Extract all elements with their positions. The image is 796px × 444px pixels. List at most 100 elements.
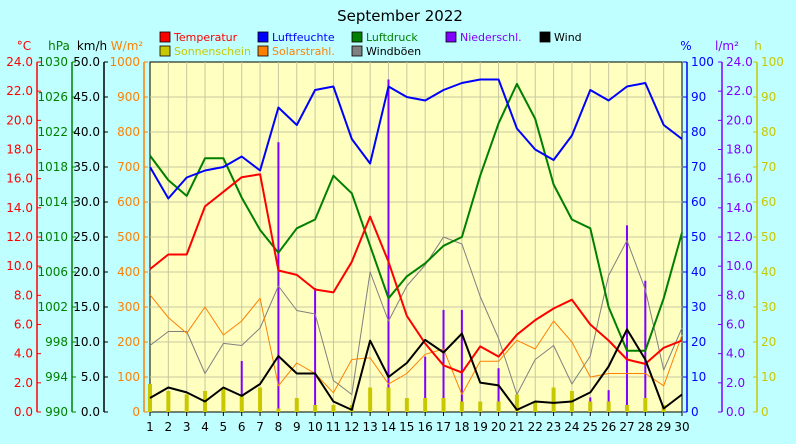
- y-tick-label-rain: 20.0: [726, 113, 753, 127]
- y-tick-label-solar: 1000: [109, 55, 140, 69]
- y-tick-label-hum: 10: [691, 370, 706, 384]
- x-tick-label: 19: [473, 420, 488, 434]
- y-tick-label-press: 1026: [37, 90, 68, 104]
- x-tick-label: 24: [564, 420, 579, 434]
- bar-niederschl: [314, 288, 317, 412]
- y-tick-label-sun: 30: [761, 300, 776, 314]
- y-tick-label-wind: 35.0: [73, 160, 100, 174]
- y-tick-label-press: 1014: [37, 195, 68, 209]
- legend-label: Windböen: [366, 45, 421, 58]
- bar-sonnenschein: [368, 387, 373, 412]
- legend-swatch: [351, 45, 363, 57]
- y-tick-label-rain: 2.0: [726, 376, 745, 390]
- bar-sonnenschein: [514, 394, 519, 412]
- y-tick-label-solar: 200: [117, 335, 140, 349]
- x-tick-label: 30: [674, 420, 689, 434]
- axis-unit-wind: km/h: [77, 39, 107, 53]
- y-tick-label-hum: 20: [691, 335, 706, 349]
- y-tick-label-wind: 10.0: [73, 335, 100, 349]
- y-tick-label-temp: 4.0: [14, 347, 33, 361]
- legend-label: Temperatur: [173, 31, 238, 44]
- y-tick-label-temp: 14.0: [6, 201, 33, 215]
- bar-sonnenschein: [331, 405, 336, 412]
- axis-unit-press: hPa: [48, 39, 70, 53]
- y-tick-label-rain: 4.0: [726, 347, 745, 361]
- bar-sonnenschein: [276, 408, 281, 412]
- x-tick-label: 26: [601, 420, 616, 434]
- axes: 0.0 2.0 4.0 6.0 8.0 10.0 12.0 14.0 16.0 18.0 20.0 2…: [6, 55, 784, 419]
- y-tick-label-solar: 100: [117, 370, 140, 384]
- bar-sonnenschein: [606, 401, 611, 412]
- legend-label: Luftfeuchte: [272, 31, 335, 44]
- legend-swatch: [257, 45, 269, 57]
- y-tick-label-sun: 100: [761, 55, 784, 69]
- line-luftfeuchte: [149, 78, 683, 200]
- y-tick-label-press: 1022: [37, 125, 68, 139]
- y-tick-label-press: 1006: [37, 265, 68, 279]
- y-tick-label-solar: 900: [117, 90, 140, 104]
- y-tick-label-rain: 6.0: [726, 318, 745, 332]
- y-tick-label-press: 1002: [37, 300, 68, 314]
- legend-swatch: [257, 31, 269, 43]
- legend-label: Solarstrahl.: [272, 45, 335, 58]
- y-tick-label-solar: 400: [117, 265, 140, 279]
- y-tick-label-temp: 24.0: [6, 55, 33, 69]
- bar-sonnenschein: [624, 405, 629, 412]
- y-tick-label-rain: 14.0: [726, 201, 753, 215]
- y-tick-label-temp: 18.0: [6, 143, 33, 157]
- x-tick-label: 13: [362, 420, 377, 434]
- legend-label: Wind: [554, 31, 582, 44]
- y-tick-label-sun: 80: [761, 125, 776, 139]
- x-tick-label: 22: [528, 420, 543, 434]
- legend-swatch: [539, 31, 551, 43]
- y-tick-label-hum: 90: [691, 90, 706, 104]
- bar-niederschl: [387, 79, 390, 412]
- y-tick-label-temp: 6.0: [14, 318, 33, 332]
- line-luftdruck: [149, 82, 683, 352]
- y-tick-label-solar: 0: [132, 405, 140, 419]
- bar-sonnenschein: [643, 398, 648, 412]
- bar-sonnenschein: [258, 387, 263, 412]
- line-windboeen: [149, 236, 683, 395]
- x-tick-label: 14: [381, 420, 396, 434]
- axis-unit-solar: W/m²: [111, 39, 144, 53]
- x-tick-label: 17: [436, 420, 451, 434]
- x-tick-label: 3: [183, 420, 191, 434]
- line-temperatur: [149, 173, 683, 374]
- y-tick-label-temp: 8.0: [14, 288, 33, 302]
- y-tick-label-hum: 0: [691, 405, 699, 419]
- x-tick-label: 9: [293, 420, 301, 434]
- y-tick-label-press: 1010: [37, 230, 68, 244]
- legend: Temperatur Luftfeuchte Luftdruck Niederschl…: [159, 31, 582, 58]
- y-tick-label-sun: 90: [761, 90, 776, 104]
- bar-sonnenschein: [441, 398, 446, 412]
- y-tick-label-solar: 500: [117, 230, 140, 244]
- y-tick-label-press: 990: [45, 405, 68, 419]
- bar-niederschl: [644, 280, 647, 412]
- bar-sonnenschein: [221, 387, 226, 412]
- y-tick-label-sun: 40: [761, 265, 776, 279]
- x-tick-label: 16: [418, 420, 433, 434]
- x-tick-label: 10: [307, 420, 322, 434]
- bar-sonnenschein: [294, 398, 299, 412]
- x-tick-label: 6: [238, 420, 246, 434]
- y-tick-label-temp: 20.0: [6, 113, 33, 127]
- y-tick-label-sun: 50: [761, 230, 776, 244]
- axis-unit-sun: h: [754, 39, 762, 53]
- bar-niederschl: [277, 142, 280, 413]
- x-tick-label: 15: [399, 420, 414, 434]
- y-tick-label-hum: 70: [691, 160, 706, 174]
- y-tick-label-hum: 30: [691, 300, 706, 314]
- bar-sonnenschein: [404, 398, 409, 412]
- axis-unit-rain: l/m²: [715, 39, 739, 53]
- y-tick-label-hum: 80: [691, 125, 706, 139]
- x-tick-label: 8: [275, 420, 283, 434]
- bar-sonnenschein: [533, 401, 538, 412]
- bar-niederschl: [460, 309, 463, 412]
- y-tick-label-press: 994: [45, 370, 68, 384]
- legend-swatch: [351, 31, 363, 43]
- x-tick-label: 5: [220, 420, 228, 434]
- y-tick-label-wind: 25.0: [73, 230, 100, 244]
- bar-sonnenschein: [239, 394, 244, 412]
- x-tick-label: 20: [491, 420, 506, 434]
